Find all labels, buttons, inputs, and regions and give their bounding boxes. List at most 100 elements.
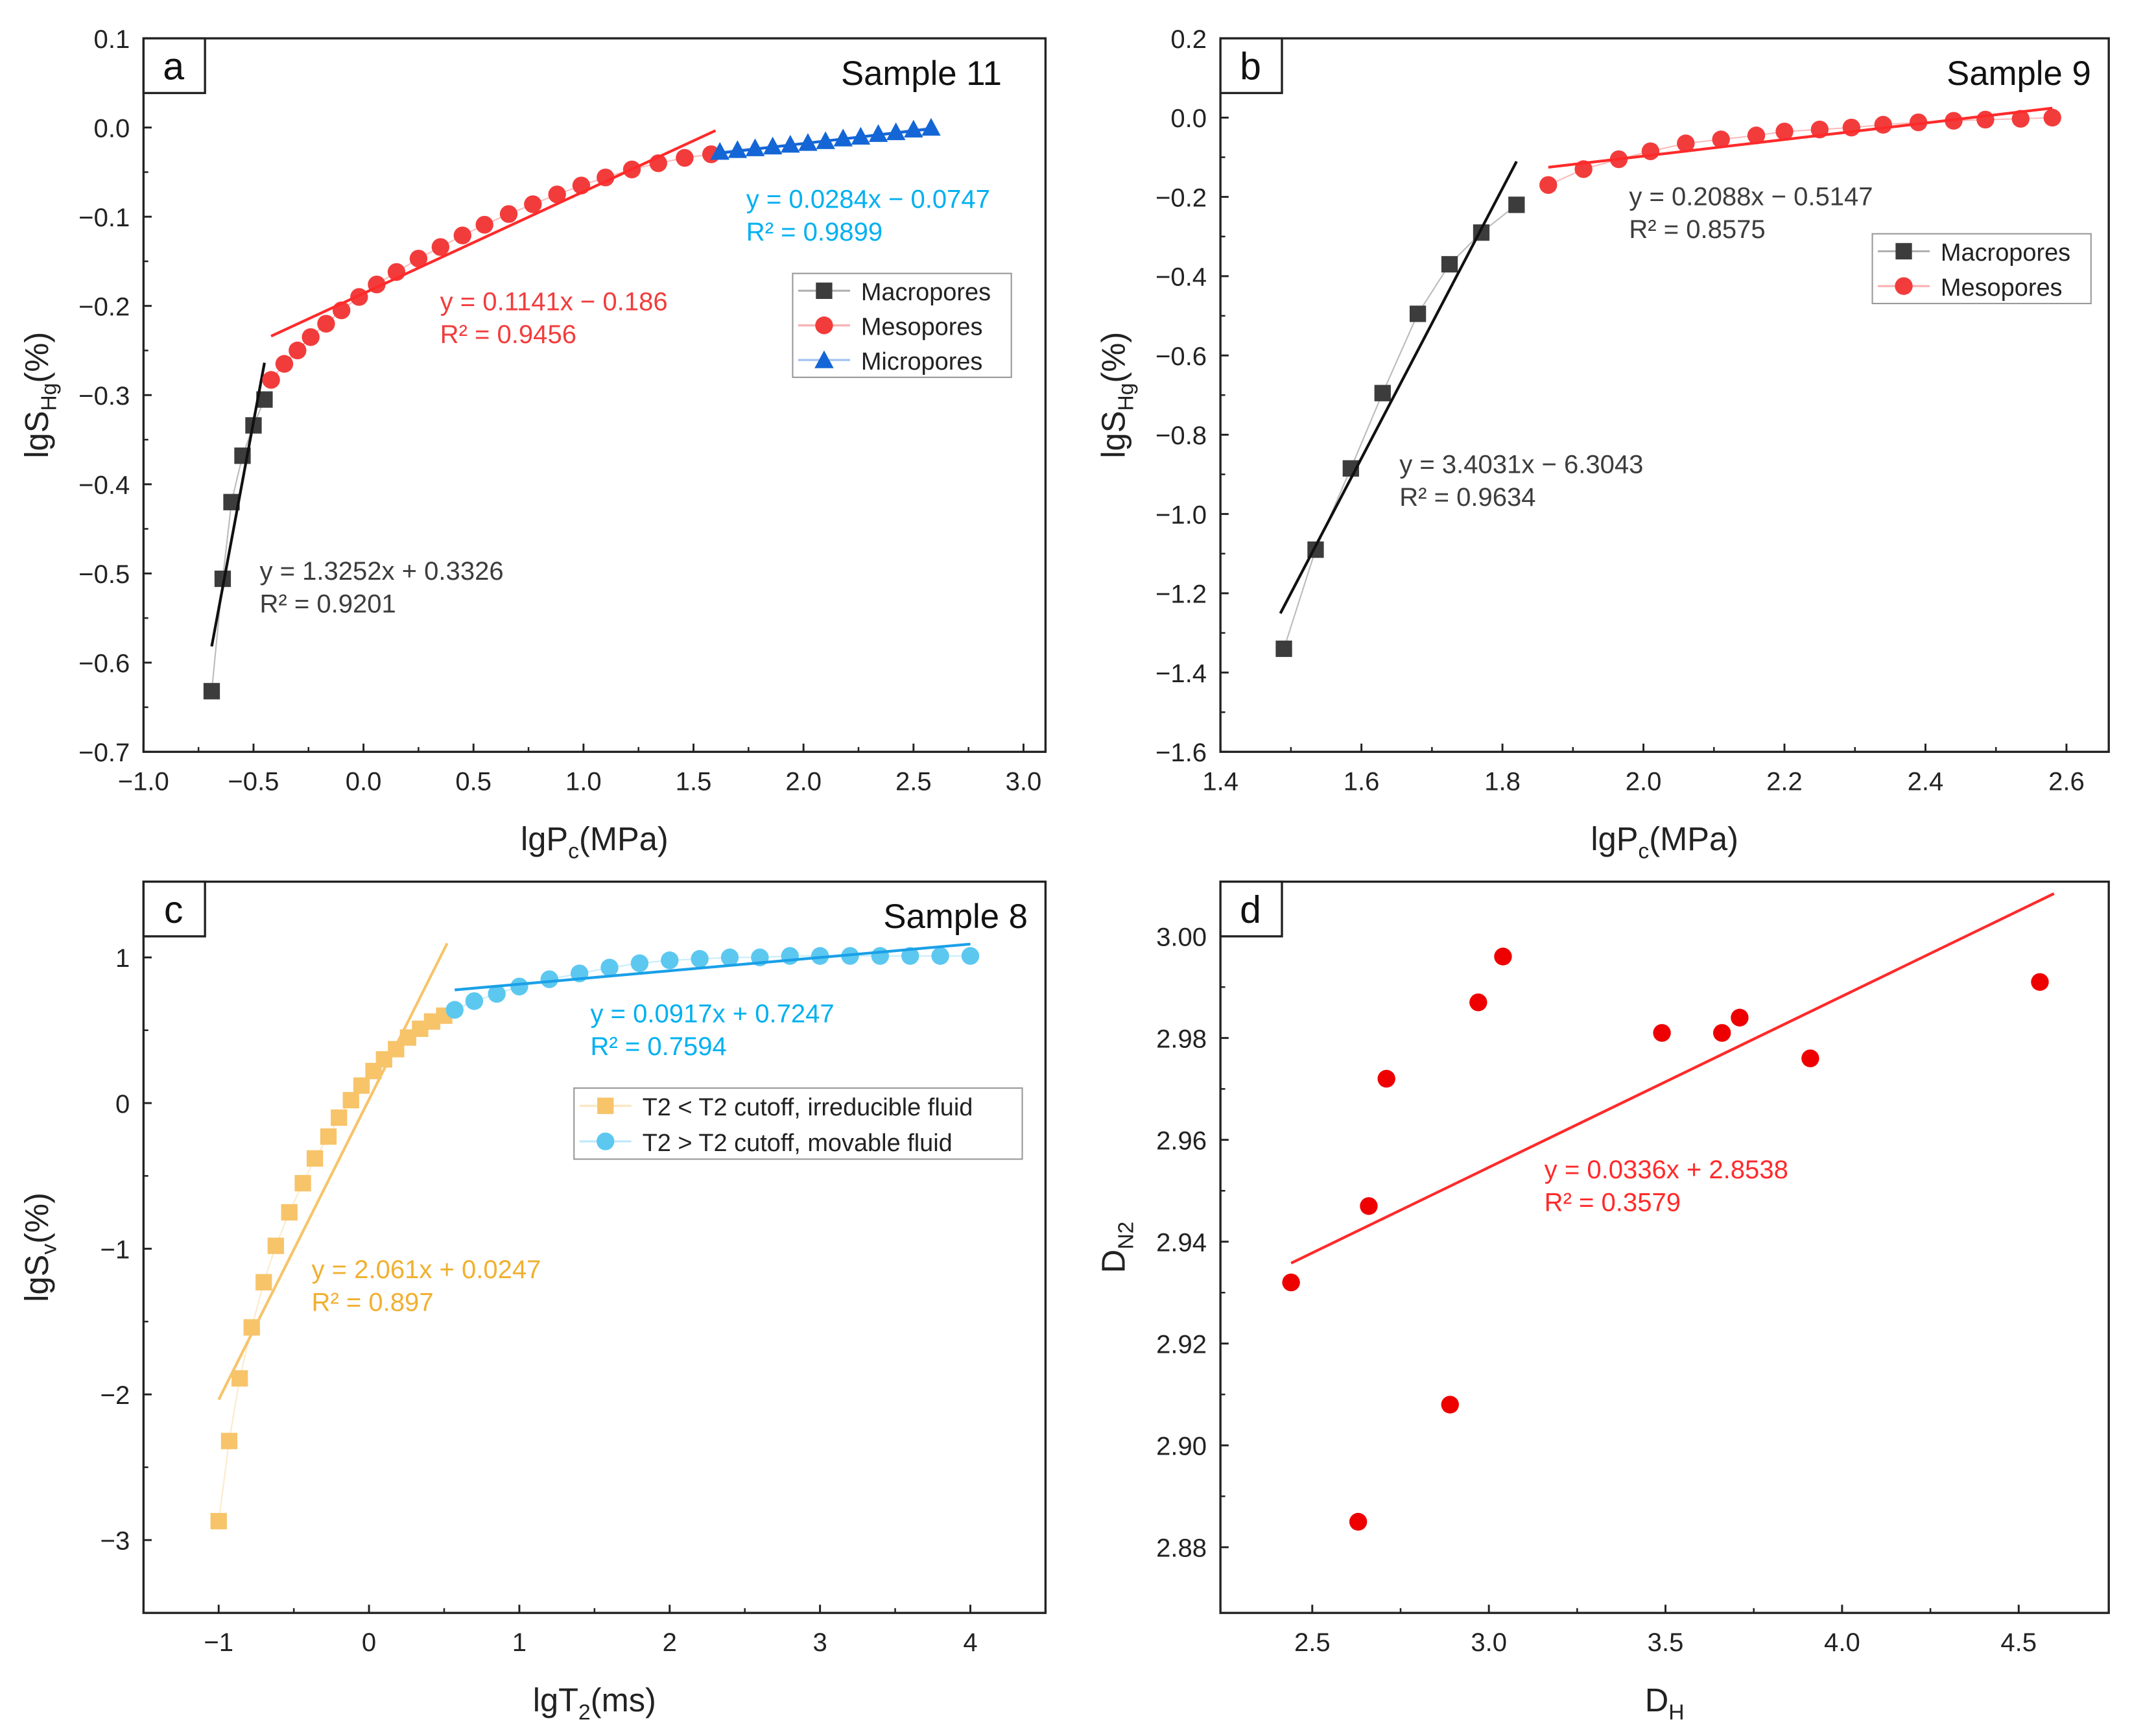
panel-letter-box [1219,880,1283,938]
legend-label: Mesopores [1941,274,2063,302]
square-marker [331,1109,348,1126]
circle-marker [431,238,450,256]
x-tick-label: 2.6 [2048,767,2085,796]
circle-marker [1712,1024,1731,1042]
y-tick-label: 2.92 [1156,1331,1207,1359]
circle-marker [1539,176,1558,194]
circle-marker [540,970,558,988]
x-tick-label: 4.5 [2000,1628,2037,1657]
plot-frame [142,37,1047,754]
x-tick-label: 0 [362,1628,376,1657]
y-tick-label: −1.0 [1155,501,1207,529]
series-mesopores: y = 0.1141x − 0.186 R² = 0.9456 [262,129,720,389]
y-tick-label: 2.96 [1156,1126,1207,1155]
legend-label: Macropores [1941,239,2070,267]
x-tick-label: 2.5 [1294,1628,1331,1657]
y-axis-label: lgSHg(%) [1095,332,1139,458]
x-tick-label: 3 [812,1628,827,1657]
x-axis-label: lgPc(MPa) [521,820,669,864]
legend-label: T2 < T2 cutoff, irreducible fluid [643,1094,973,1121]
square-marker [816,282,833,299]
circle-marker [931,947,949,965]
circle-marker [453,226,471,244]
y-tick-label: −0.4 [78,471,130,500]
x-tick-label: 3.0 [1006,767,1042,796]
square-marker [306,1150,324,1167]
y-tick-label: −0.5 [78,560,130,589]
square-marker [294,1174,311,1192]
fit-equation: y = 0.0284x − 0.0747 [746,185,990,213]
y-tick-label: −3 [101,1527,130,1556]
fit-equation: y = 0.1141x − 0.186 [440,288,668,316]
triangle-marker [868,124,888,142]
x-tick-label: 2.2 [1766,767,1803,796]
square-marker [1895,243,1912,260]
circle-marker [871,947,890,965]
legend-box [573,1087,1023,1160]
circle-marker [1282,1273,1300,1292]
fit-r-squared: R² = 0.9456 [440,320,576,349]
x-tick-label: 2 [663,1628,677,1657]
panel-letter-box [142,37,206,95]
circle-marker [262,371,280,389]
circle-marker [1441,1396,1459,1414]
x-tick-label: −1.0 [118,767,169,796]
x-tick-label: −0.5 [228,767,279,796]
legend-label: Mesopores [861,313,983,340]
circle-marker [548,185,566,204]
fit-r-squared: R² = 0.9201 [259,589,396,618]
y-tick-label: −2 [101,1381,130,1410]
fit-r-squared: R² = 0.7594 [591,1032,727,1061]
panel-d: 2.5 3.0 3.5 4.0 4.5 2.88 2.90 2.92 2.94 2.96 2.98 3… [1095,880,2110,1725]
series-t2-t2-cutoff-irreducible-fluid: y = 2.061x + 0.0247 R² = 0.897 [210,942,541,1530]
y-axis-label: lgSHg(%) [18,332,62,458]
x-axis-label: lgT2(ms) [533,1682,656,1725]
x-tick-label: 2.0 [785,767,822,796]
circle-marker [2043,108,2061,127]
circle-marker [597,1132,615,1150]
x-tick-label: −1 [204,1628,233,1657]
panel-a: −1.0 −0.5 0.0 0.5 1.0 1.5 2.0 2.5 3.0 −0.7 −0.6 −0.… [18,25,1047,864]
square-marker [320,1128,337,1145]
x-tick-label: 3.5 [1648,1628,1684,1657]
triangle-marker [710,142,729,160]
circle-marker [676,149,694,167]
circle-marker [661,951,679,969]
triangle-marker [921,117,941,136]
series-macropores: y = 3.4031x − 6.3043 R² = 0.9634 [1275,161,1643,658]
x-tick-label: 1 [512,1628,527,1657]
x-tick-label: 2.5 [895,767,932,796]
square-marker [210,1513,227,1530]
circle-marker [597,168,615,187]
circle-marker [1747,126,1766,145]
series-t2-t2-cutoff-movable-fluid: y = 0.0917x + 0.7247 R² = 0.7594 [445,942,980,1061]
sample-label: Sample 9 [1947,54,2091,93]
fit-line [210,362,266,647]
x-tick-label: 2.4 [1908,767,1944,796]
fit-line [270,129,717,338]
plot-frame [1219,880,2110,1614]
circle-marker [1909,113,1928,132]
x-tick-label: 1.0 [565,767,602,796]
triangle-marker [763,136,783,155]
x-tick-label: 1.5 [676,767,712,796]
circle-marker [1653,1024,1671,1042]
square-marker [353,1077,370,1094]
y-tick-label: −0.1 [78,204,130,232]
triangle-marker [814,350,834,368]
fit-r-squared: R² = 0.8575 [1629,215,1765,244]
panel-letter: d [1240,888,1261,931]
y-tick-label: −1.2 [1155,580,1207,609]
circle-marker [465,992,484,1010]
square-marker [1409,305,1427,322]
circle-marker [488,984,506,1003]
legend-label: Micropores [861,348,983,375]
y-tick-label: −1 [101,1235,130,1264]
x-tick-label: 3.0 [1471,1628,1507,1657]
triangle-marker [886,122,906,141]
y-tick-label: 2.98 [1156,1025,1207,1053]
legend: Macropores Mesopores Micropores [792,272,1012,378]
y-tick-label: 0.2 [1170,25,1207,54]
square-marker [597,1097,614,1114]
